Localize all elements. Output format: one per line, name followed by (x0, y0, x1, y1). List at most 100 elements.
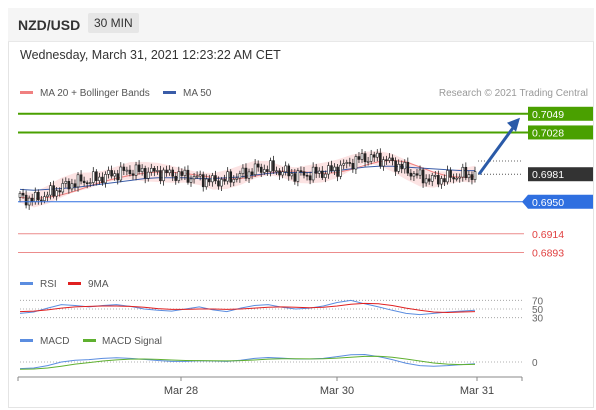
macd-signal-legend-swatch (83, 339, 96, 342)
candle-body (40, 199, 43, 202)
candle-body (324, 173, 327, 178)
candle-body (223, 179, 226, 182)
candle-body (183, 169, 187, 176)
ma50-legend-label: MA 50 (183, 88, 212, 99)
rsi-ma-legend-swatch (68, 282, 81, 285)
candle-body (113, 173, 116, 177)
candle-body (146, 171, 150, 179)
candle-body (266, 169, 269, 172)
price-levels: 0.7049 0.7028 0.6981 0.6950 0.6914 0.6893 (18, 106, 593, 259)
pair-title: NZD/USD (18, 17, 81, 33)
candle-body (18, 193, 22, 198)
ma20-legend-label: MA 20 + Bollinger Bands (40, 88, 150, 99)
rsi-ma-legend-label: 9MA (88, 279, 109, 290)
rsi-line (19, 299, 476, 316)
candle-body (61, 183, 65, 193)
candle-body (177, 171, 181, 181)
candle-body (452, 177, 455, 180)
candle-body (327, 165, 330, 175)
rsi-legend-swatch (20, 282, 33, 285)
ma20-line (19, 159, 476, 200)
candle-body (345, 162, 349, 164)
candle-body (308, 175, 312, 181)
candle-body (82, 180, 86, 184)
resistance-tag (528, 106, 593, 121)
candle-body (64, 181, 68, 184)
price-plot (18, 148, 477, 210)
candle-body (195, 175, 199, 178)
candle-body (150, 167, 153, 173)
candle-body (180, 171, 184, 176)
candles (18, 148, 477, 210)
candle-body (406, 162, 410, 174)
candle-body (232, 179, 236, 183)
candle-body (192, 176, 196, 180)
timeframe-badge[interactable]: 30 MIN (88, 13, 139, 33)
candle-body (430, 175, 434, 182)
candle-body (317, 170, 321, 174)
candle-body (351, 162, 355, 170)
candle-body (262, 169, 266, 173)
ma50-legend-swatch (163, 91, 176, 94)
candle-body (375, 152, 379, 158)
candle-body (33, 192, 37, 203)
candle-body (415, 173, 419, 176)
candle-body (464, 166, 468, 179)
candle-body (348, 162, 352, 164)
candle-body (214, 175, 217, 182)
rsi-tick-label: 50 (532, 305, 544, 316)
candle-body (281, 171, 284, 176)
candle-body (165, 169, 168, 174)
candle-body (156, 170, 159, 172)
candle-body (321, 170, 324, 178)
candle-body (153, 167, 156, 172)
candle-body (424, 178, 428, 184)
candle-body (357, 156, 361, 160)
candle-body (217, 180, 220, 187)
candle-body (360, 153, 364, 160)
candle-body (70, 183, 74, 190)
candle-body (256, 163, 260, 168)
candle-body (354, 156, 358, 170)
candle-body (366, 160, 370, 163)
x-axis: Mar 28 Mar 30 Mar 31 (17, 376, 523, 397)
timestamp: Wednesday, March 31, 2021 12:23:22 AM CE… (20, 48, 281, 62)
candle-body (198, 174, 202, 177)
candle-body (305, 174, 309, 177)
candle-body (241, 167, 245, 174)
candle-body (250, 171, 254, 175)
candle-body (21, 193, 25, 196)
candle-body (330, 165, 333, 171)
candle-body (162, 169, 165, 182)
macd-plot: 0 (19, 354, 538, 370)
candle-body (119, 166, 123, 181)
macd-signal-line (19, 355, 476, 370)
candle-body (342, 163, 345, 166)
x-tick-label: Mar 31 (460, 385, 494, 397)
rsi-tick-label: 30 (532, 314, 544, 325)
candle-body (397, 163, 400, 172)
candle-body (91, 171, 95, 183)
candle-body (290, 173, 294, 177)
candle-body (168, 169, 171, 174)
candle-body (125, 169, 129, 172)
candle-body (85, 182, 89, 185)
x-tick-label: Mar 30 (320, 385, 354, 397)
candle-body (204, 178, 208, 188)
candle-body (30, 197, 34, 203)
candle-body (229, 171, 233, 183)
rsi-ma-line (19, 302, 476, 313)
macd-line (19, 354, 476, 370)
candle-body (259, 166, 263, 173)
candle-body (134, 164, 138, 176)
candle-body (443, 178, 446, 183)
candle-body (73, 183, 77, 188)
candle-body (278, 170, 281, 176)
candle-body (137, 164, 141, 172)
candle-body (174, 175, 178, 181)
candle-body (122, 166, 126, 171)
candle-body (88, 182, 92, 184)
chart-frame (8, 8, 594, 408)
candle-body (409, 172, 413, 177)
